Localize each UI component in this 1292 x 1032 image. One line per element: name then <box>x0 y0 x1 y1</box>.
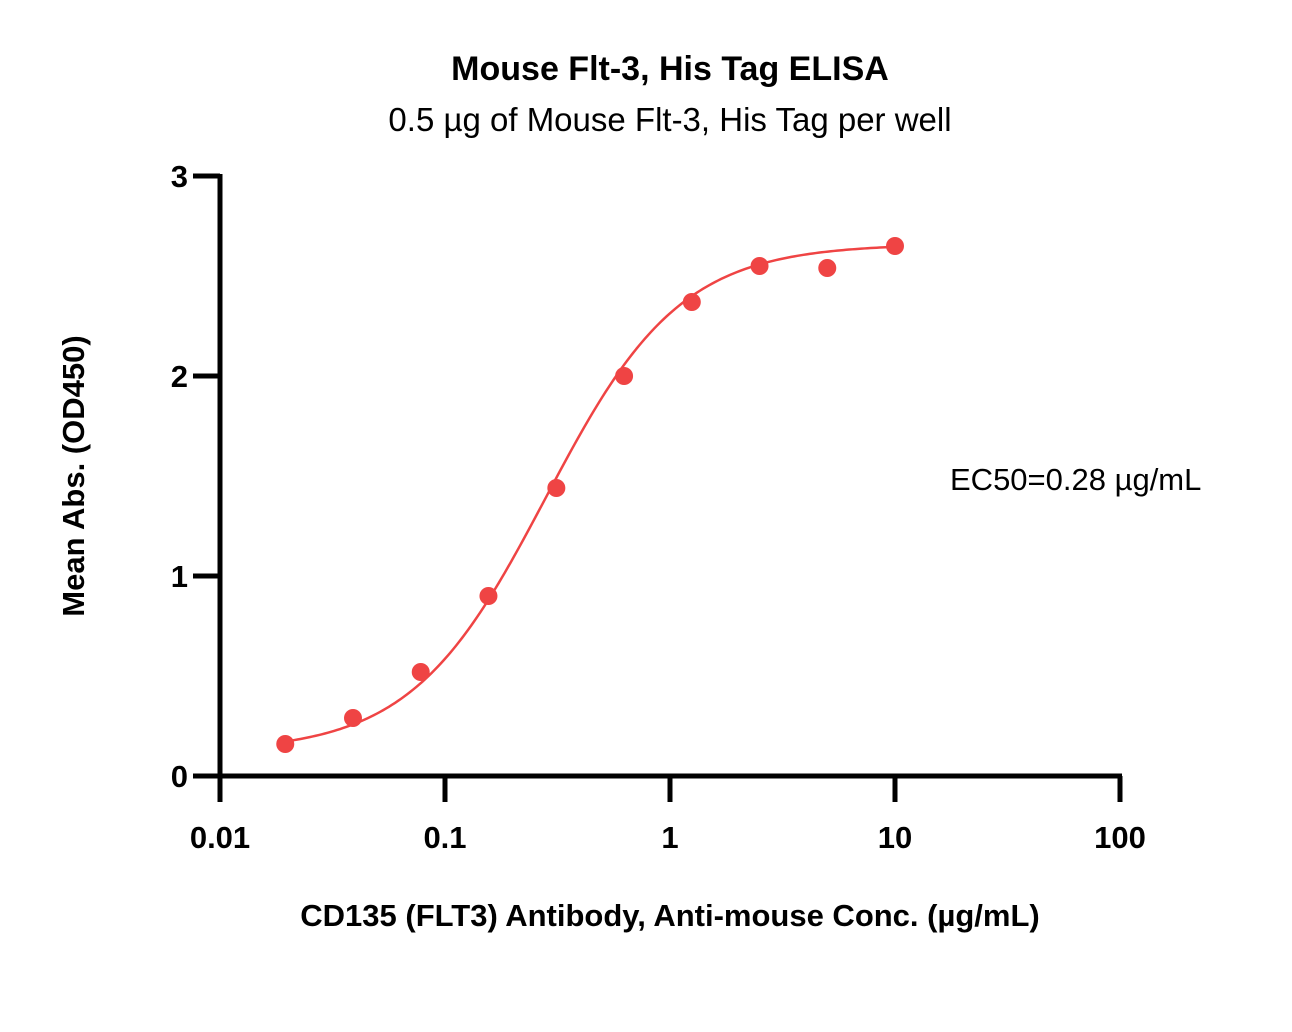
y-tick-label: 1 <box>171 559 188 594</box>
data-point <box>276 735 295 753</box>
fit-curve <box>285 245 896 743</box>
data-point <box>886 237 904 255</box>
data-point <box>750 257 769 275</box>
chart-title: Mouse Flt-3, His Tag ELISA <box>451 50 889 88</box>
y-tick-label: 3 <box>171 159 188 194</box>
x-tick-label: 0.01 <box>190 820 250 855</box>
data-point <box>682 293 701 311</box>
data-point <box>479 587 498 605</box>
x-tick-label: 10 <box>878 820 912 855</box>
data-points <box>276 237 904 753</box>
chart-subtitle: 0.5 µg of Mouse Flt-3, His Tag per well <box>388 101 951 138</box>
axes <box>193 174 1122 779</box>
ticks: 0.01 0.1 1 10 100 0 1 2 3 <box>171 159 1146 855</box>
data-point <box>547 479 566 497</box>
x-tick-label: 100 <box>1094 820 1146 855</box>
ec50-annotation: EC50=0.28 µg/mL <box>950 462 1201 497</box>
x-axis-label: CD135 (FLT3) Antibody, Anti-mouse Conc. … <box>300 898 1039 933</box>
data-point <box>615 367 634 385</box>
x-tick-label: 0.1 <box>423 820 466 855</box>
y-axis-label: Mean Abs. (OD450) <box>56 335 91 616</box>
x-tick-label: 1 <box>661 820 678 855</box>
y-tick-label: 0 <box>171 759 188 794</box>
data-point <box>411 663 430 681</box>
y-tick-label: 2 <box>171 359 188 394</box>
data-point <box>343 709 362 727</box>
data-point <box>818 259 837 277</box>
